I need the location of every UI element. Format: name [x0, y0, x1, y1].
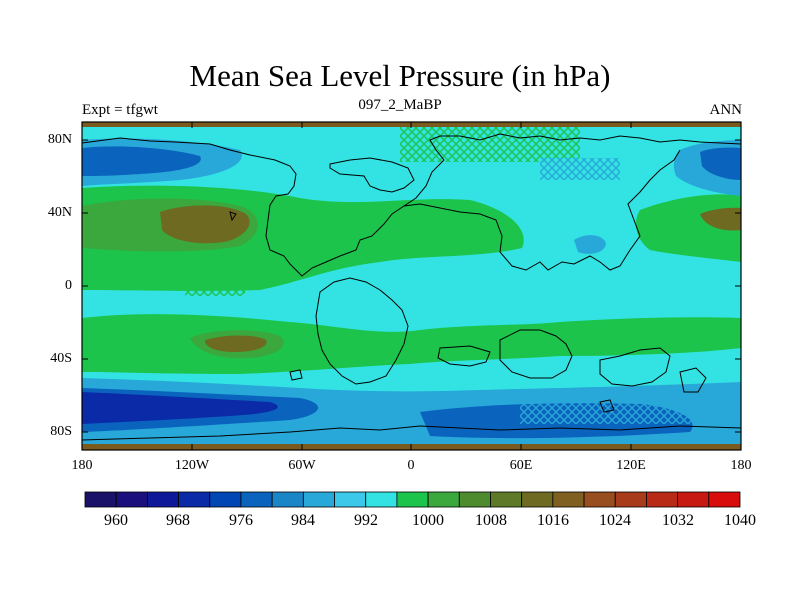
colorbar-label: 1016: [537, 512, 569, 529]
lat-label-40s: 40S: [50, 351, 72, 366]
experiment-label: Expt = tfgwt: [82, 102, 158, 118]
colorbar-box: [271, 491, 304, 508]
lon-label-120w: 120W: [174, 458, 210, 473]
sh-high-belt: [82, 314, 741, 374]
tibet-low: [574, 235, 606, 254]
colorbar-label: 992: [354, 512, 378, 529]
map-title: Mean Sea Level Pressure (in hPa): [189, 58, 611, 93]
colorbar-box: [427, 491, 460, 508]
lon-label-0: 0: [407, 458, 415, 473]
ne-low-984: [700, 147, 741, 180]
lon-label-60e: 60E: [509, 458, 533, 473]
southern-hatch: [520, 394, 740, 424]
period-label: 097_2_MaBP: [358, 97, 442, 113]
colorbar-box: [646, 491, 679, 508]
colorbar-box: [583, 491, 616, 508]
coastlines: [82, 133, 741, 441]
colorbar-label: 984: [291, 512, 315, 529]
colorbar-label: 1000: [412, 512, 444, 529]
sh-high-1016: [204, 335, 267, 352]
lon-label-120e: 120E: [616, 458, 646, 473]
colorbar-box: [552, 491, 585, 508]
colorbar-box: [490, 491, 523, 508]
colorbar-label: 1032: [662, 512, 694, 529]
lat-label-40n: 40N: [47, 205, 72, 220]
colorbar-box: [115, 491, 148, 508]
colorbar-label: 960: [104, 512, 128, 529]
colorbar-box: [334, 491, 367, 508]
nh-low-984: [82, 146, 201, 176]
lat-label-80s: 80S: [50, 424, 72, 439]
colorbar: [84, 491, 741, 508]
ne-hatch: [540, 158, 620, 180]
east-high-1016: [700, 207, 741, 231]
colorbar-label: 976: [229, 512, 253, 529]
colorbar-label: 1040: [724, 512, 756, 529]
lat-label-eq: 0: [65, 278, 72, 293]
lon-label-180w: 180: [71, 458, 93, 473]
colorbar-box: [708, 491, 741, 508]
lat-ticks: [82, 139, 741, 433]
contour-field: [82, 122, 741, 450]
colorbar-box: [458, 491, 491, 508]
colorbar-box: [178, 491, 211, 508]
colorbar-box: [209, 491, 242, 508]
colorbar-box: [614, 491, 647, 508]
colorbar-box: [240, 491, 273, 508]
colorbar-box: [302, 491, 335, 508]
colorbar-box: [146, 491, 179, 508]
colorbar-box: [677, 491, 710, 508]
colorbar-box: [365, 491, 398, 508]
colorbar-box: [396, 491, 429, 508]
sh-low-976: [82, 392, 278, 424]
colorbar-label: 1008: [475, 512, 507, 529]
lon-label-60w: 60W: [288, 458, 316, 473]
season-label: ANN: [709, 102, 743, 118]
colorbar-label: 1024: [599, 512, 631, 529]
lon-label-180e: 180: [730, 458, 752, 473]
colorbar-box: [521, 491, 554, 508]
colorbar-label: 968: [166, 512, 190, 529]
nh-high-1016: [160, 205, 250, 244]
arctic-hatch: [400, 126, 580, 162]
lat-label-80n: 80N: [47, 132, 72, 147]
equatorial-hatch: [185, 270, 245, 296]
colorbar-box: [84, 491, 117, 508]
lon-ticks: [81, 122, 742, 450]
